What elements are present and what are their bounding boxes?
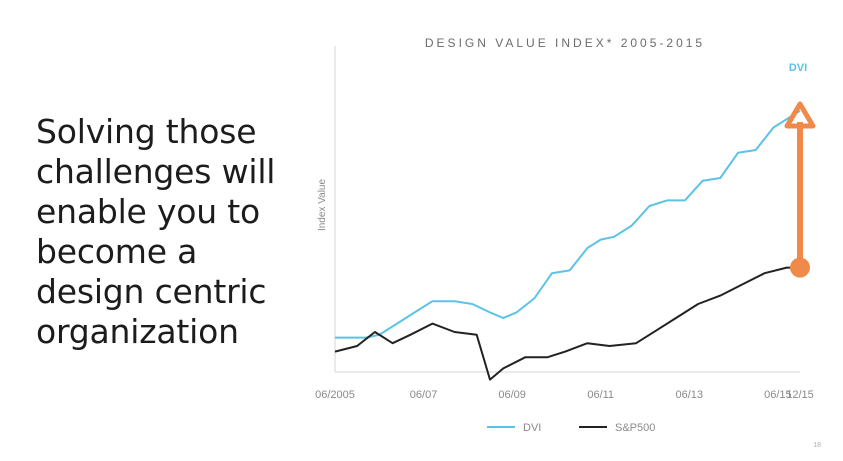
annotation-start-dot	[790, 257, 810, 278]
x-tick-label: 06/2005	[315, 389, 355, 401]
x-tick-label: 06/13	[676, 389, 704, 401]
series-line-sp500	[334, 266, 800, 381]
page-number: 18	[813, 442, 821, 449]
series-line-dvi	[335, 109, 801, 339]
legend-label: DVI	[523, 422, 541, 434]
annotation-arrow-head	[784, 101, 816, 129]
axes	[334, 46, 800, 373]
legend-label: S&P500	[615, 422, 655, 434]
x-tick-label: 06/09	[498, 389, 526, 401]
x-tick-label: 06/15	[764, 389, 792, 401]
y-axis-label: Index Value	[317, 179, 328, 232]
chart-title: DESIGN VALUE INDEX* 2005-2015	[424, 36, 706, 50]
slide-headline: Solving those challenges will enable you…	[36, 112, 276, 351]
annotation-layer	[784, 101, 816, 278]
series-layer	[334, 109, 801, 381]
dvi-end-label: DVI	[789, 62, 807, 74]
legend: DVI S&P500	[487, 422, 655, 434]
x-tick-label: 06/11	[587, 389, 614, 401]
x-tick-label: 06/07	[410, 389, 438, 401]
x-tick-label: 12/15	[786, 389, 814, 401]
